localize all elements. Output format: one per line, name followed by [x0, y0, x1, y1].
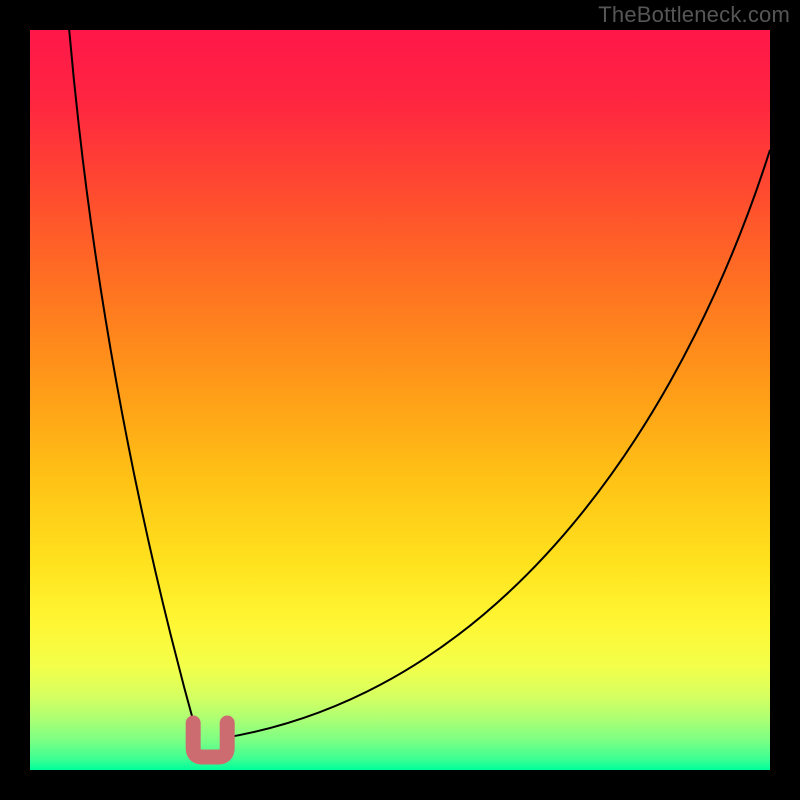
chart-frame: TheBottleneck.com — [0, 0, 800, 800]
watermark-text: TheBottleneck.com — [598, 2, 790, 28]
bottleneck-chart — [0, 0, 800, 800]
